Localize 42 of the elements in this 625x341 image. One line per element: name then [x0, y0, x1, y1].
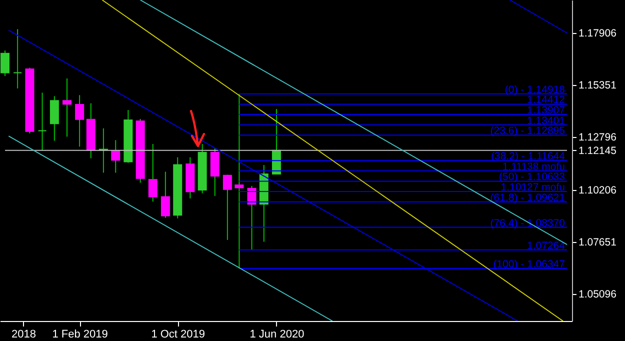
annotation: (100) - [493, 258, 525, 271]
y-tick-label: 1.07651 [578, 236, 617, 248]
ref-line-label: 1.09621 [527, 192, 566, 204]
candlestick [38, 92, 47, 151]
candlestick [50, 96, 59, 142]
ref-line-label: 1.13401 [527, 114, 566, 127]
candlestick [62, 78, 72, 138]
annotation: (76.4) - [490, 217, 525, 230]
ref-line-label: 1.11644 [528, 150, 566, 163]
x-tick-label: 2018 [11, 328, 36, 340]
y-tick-label: 1.12796 [578, 132, 617, 144]
x-tick-label: 1 Jun 2020 [250, 328, 304, 340]
annotation: (61.8) - [490, 192, 525, 204]
ref-line-label: 1.10633 [527, 171, 566, 184]
candlestick [148, 144, 158, 202]
annotation: (50) - [499, 171, 525, 184]
ref-line-label: 1.06347 [527, 258, 566, 271]
ref-line-label: 1.07264 [527, 240, 566, 252]
x-tick-label: 1 Oct 2019 [151, 328, 206, 340]
candlestick [13, 28, 22, 89]
y-tick-label: 1.10206 [578, 184, 617, 196]
ref-line-label: 1.13907 [527, 104, 566, 117]
candlestick [160, 171, 170, 218]
annotation: (0) - [504, 84, 525, 96]
ref-line-label: 1.14412 [527, 94, 566, 106]
y-tick-label: 1.05096 [578, 288, 617, 300]
x-tick-label: 1 Feb 2019 [52, 328, 108, 340]
candlestick [222, 174, 232, 240]
y-tick-label: 1.17906 [578, 28, 617, 40]
annotation: (38.2) - [491, 150, 526, 163]
candlestick [234, 93, 244, 269]
ref-line-label: 1.14918 [527, 84, 566, 96]
candlestick [75, 94, 84, 148]
ref-line-label: 1.12895 [527, 125, 566, 138]
y-tick-label: 1.12145 [578, 144, 617, 157]
annotation: (23.6) - [490, 125, 525, 138]
candlestick [0, 50, 10, 76]
y-tick-label: 1.15351 [578, 80, 617, 92]
ref-line-label: 1.10127 mofu [500, 182, 566, 194]
candlestick [111, 140, 120, 174]
candlestick [210, 148, 220, 196]
ref-line-label: 1.11138 mofu [502, 160, 566, 173]
